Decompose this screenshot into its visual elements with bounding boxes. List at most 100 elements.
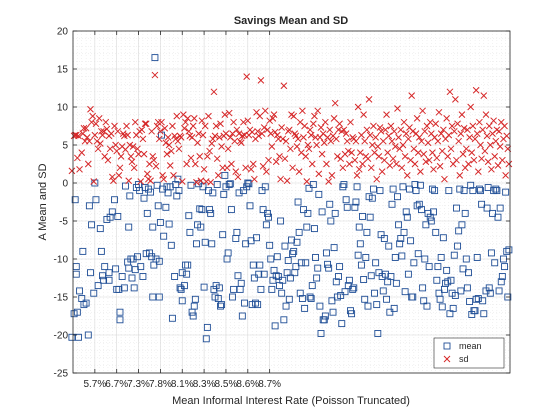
- data-point-sd-stroke: [131, 118, 139, 126]
- data-point-mean: [357, 261, 365, 269]
- data-point-sd-stroke: [161, 124, 169, 132]
- data-point-mean: [318, 208, 326, 216]
- data-point-sd: [201, 122, 209, 130]
- data-point-sd-stroke: [498, 156, 506, 164]
- data-point-mean: [79, 247, 87, 255]
- data-point-mean: [168, 314, 176, 322]
- data-point-sd-stroke: [290, 112, 298, 120]
- data-point-mean: [178, 297, 186, 305]
- data-point-sd: [445, 131, 453, 139]
- data-point-sd-stroke: [90, 178, 98, 185]
- data-point-sd: [148, 127, 156, 135]
- data-point-sd: [480, 92, 488, 99]
- data-point-mean: [202, 335, 210, 343]
- data-point-mean: [386, 308, 394, 316]
- data-point-sd-stroke: [240, 118, 247, 126]
- data-point-sd: [151, 71, 159, 79]
- data-point-sd: [214, 172, 222, 179]
- data-point-sd: [447, 145, 455, 153]
- data-point-mean: [137, 263, 145, 271]
- data-point-mean: [327, 217, 335, 225]
- data-point-mean: [295, 228, 303, 236]
- data-point-sd-stroke: [400, 118, 408, 126]
- data-point-mean: [351, 203, 359, 211]
- data-point-sd: [374, 143, 382, 150]
- data-point-mean: [431, 187, 439, 195]
- data-point-mean: [155, 257, 163, 265]
- data-point-mean: [245, 180, 253, 188]
- data-point-mean: [208, 240, 216, 248]
- data-point-mean: [450, 251, 458, 259]
- legend-mean-label: mean: [459, 341, 482, 351]
- data-point-sd-stroke: [342, 130, 350, 137]
- data-point-mean: [436, 295, 444, 303]
- data-point-mean: [126, 192, 134, 200]
- data-point-mean: [100, 276, 108, 284]
- data-point-sd: [247, 165, 255, 173]
- data-point-sd-stroke: [486, 141, 494, 149]
- data-point-mean: [494, 213, 502, 221]
- data-point-sd-stroke: [141, 120, 149, 128]
- data-point-sd-stroke: [178, 178, 186, 185]
- data-point-sd: [453, 156, 460, 164]
- data-point-mean: [271, 322, 279, 330]
- data-point-sd-stroke: [256, 112, 264, 120]
- data-point-mean: [396, 240, 404, 248]
- data-point-mean: [447, 276, 455, 284]
- data-point-mean: [401, 288, 409, 296]
- x-tick-label: 8.5%: [215, 379, 238, 390]
- data-point-sd: [446, 88, 454, 96]
- data-point-mean: [336, 263, 344, 271]
- data-point-sd: [104, 156, 112, 164]
- data-point-sd: [137, 178, 145, 185]
- data-point-mean: [449, 304, 457, 312]
- data-point-sd: [98, 127, 105, 135]
- data-point-mean: [475, 185, 483, 193]
- data-point-mean: [116, 308, 124, 316]
- data-point-mean: [324, 260, 332, 268]
- data-point-mean: [312, 254, 319, 261]
- data-point-sd-stroke: [398, 164, 406, 172]
- data-point-sd: [436, 162, 444, 170]
- data-point-sd: [234, 173, 242, 181]
- data-point-mean: [139, 273, 147, 280]
- y-tick-label: 10: [57, 103, 69, 114]
- data-point-sd: [456, 172, 464, 179]
- data-point-sd-stroke: [496, 143, 504, 150]
- data-point-mean: [344, 282, 352, 290]
- data-point-sd: [459, 150, 467, 158]
- data-point-sd-stroke: [140, 150, 148, 158]
- data-point-mean: [250, 274, 258, 282]
- data-point-mean: [492, 185, 500, 193]
- data-point-mean: [460, 187, 468, 195]
- data-point-sd-stroke: [315, 170, 323, 178]
- data-point-mean: [234, 272, 242, 280]
- data-point-mean: [205, 187, 212, 195]
- series-mean: [68, 54, 513, 343]
- data-point-sd-stroke: [125, 177, 133, 185]
- data-point-sd: [221, 111, 229, 118]
- data-point-sd-stroke: [329, 132, 337, 140]
- data-point-sd: [430, 165, 437, 173]
- data-point-sd: [224, 145, 232, 153]
- data-point-sd-stroke: [289, 164, 296, 172]
- data-point-sd-stroke: [124, 131, 131, 139]
- data-point-sd-stroke: [368, 141, 376, 149]
- data-point-mean: [356, 240, 364, 248]
- data-point-sd: [162, 139, 170, 147]
- data-point-sd: [305, 145, 313, 153]
- data-point-sd-stroke: [199, 131, 207, 139]
- data-point-sd: [76, 165, 83, 173]
- data-point-sd-stroke: [117, 153, 125, 160]
- data-point-sd-stroke: [200, 165, 208, 173]
- data-point-sd-stroke: [261, 107, 269, 115]
- data-point-mean: [207, 209, 215, 217]
- data-point-mean: [197, 223, 205, 231]
- data-point-mean: [387, 273, 395, 280]
- data-point-mean: [198, 206, 206, 214]
- data-point-sd: [415, 134, 423, 141]
- data-point-mean: [325, 264, 333, 272]
- data-point-mean: [140, 194, 148, 202]
- data-point-mean: [372, 259, 380, 267]
